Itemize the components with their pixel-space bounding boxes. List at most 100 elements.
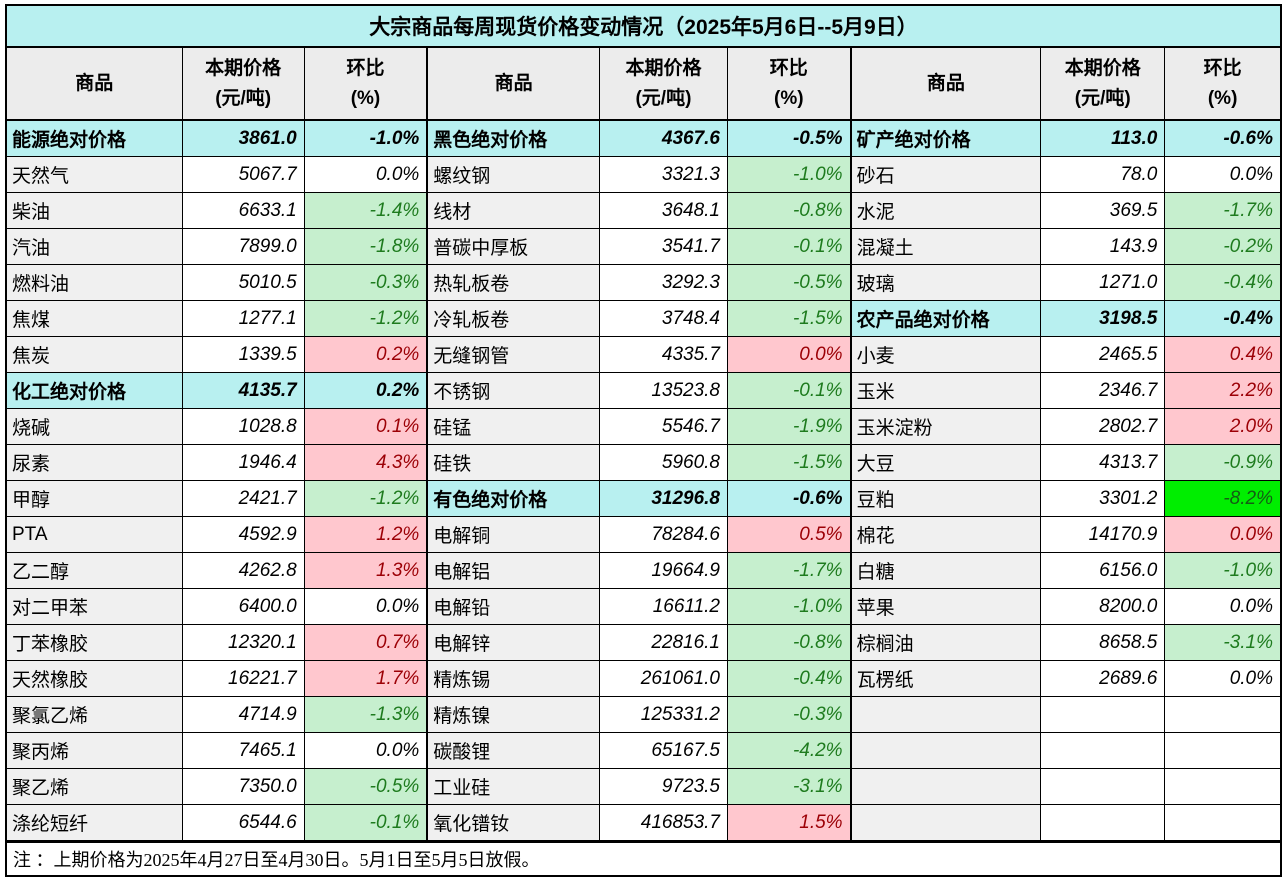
commodity-name-cell: 小麦 [849,336,1042,373]
commodity-name-cell [849,696,1042,733]
commodity-name-cell: 大豆 [849,444,1042,481]
col-header-change: 环比 (%) [1164,46,1282,121]
price-cell: 3321.3 [598,156,729,193]
commodity-name-cell: 精炼锡 [426,660,600,697]
change-cell: -8.2% [1164,480,1282,517]
commodity-name-cell: 普碳中厚板 [426,228,600,265]
commodity-name-cell: 矿产绝对价格 [849,119,1042,157]
change-cell: 0.0% [726,336,852,373]
commodity-name-cell: 螺纹钢 [426,156,600,193]
price-cell: 5960.8 [598,444,729,481]
price-cell: 6156.0 [1040,552,1166,589]
commodity-name-cell: 能源绝对价格 [5,119,183,157]
commodity-name-cell: 有色绝对价格 [426,480,600,517]
price-cell: 5067.7 [181,156,305,193]
commodity-name-cell: 玉米 [849,372,1042,409]
commodity-name-cell: 燃料油 [5,264,183,301]
change-cell: 0.0% [303,156,428,193]
price-cell: 19664.9 [598,552,729,589]
price-cell: 3861.0 [181,119,305,157]
change-cell: -0.2% [1164,228,1282,265]
commodity-name-cell: 涤纶短纤 [5,804,183,842]
price-cell: 3648.1 [598,192,729,229]
price-cell: 1339.5 [181,336,305,373]
change-cell: -0.5% [303,768,428,805]
price-cell: 78284.6 [598,516,729,553]
change-cell: -3.1% [1164,624,1282,661]
change-cell: 0.0% [1164,660,1282,697]
price-cell: 1028.8 [181,408,305,445]
commodity-name-cell: 甲醇 [5,480,183,517]
change-cell: -1.3% [303,696,428,733]
col-header-change: 环比 (%) [726,46,852,121]
price-cell: 2465.5 [1040,336,1166,373]
price-cell [1040,696,1166,733]
price-cell: 3292.3 [598,264,729,301]
col-header-price: 本期价格 (元/吨) [181,46,305,121]
price-cell: 7350.0 [181,768,305,805]
price-cell: 5010.5 [181,264,305,301]
change-cell: -0.6% [1164,119,1282,157]
price-cell: 7899.0 [181,228,305,265]
change-cell: -0.1% [726,228,852,265]
price-cell: 261061.0 [598,660,729,697]
change-cell: -0.4% [726,660,852,697]
commodity-name-cell: 苹果 [849,588,1042,625]
commodity-name-cell: 烧碱 [5,408,183,445]
commodity-name-cell: 混凝土 [849,228,1042,265]
commodity-name-cell [849,768,1042,805]
change-cell: -1.7% [1164,192,1282,229]
commodity-price-table: 大宗商品每周现货价格变动情况（2025年5月6日--5月9日） 商品 本期价格 (元… [5,4,1282,877]
col-header-commodity: 商品 [5,46,183,121]
change-cell: 0.0% [1164,516,1282,553]
change-cell: -1.4% [303,192,428,229]
price-cell [1040,768,1166,805]
commodity-name-cell: 聚乙烯 [5,768,183,805]
change-cell: -0.5% [726,264,852,301]
change-cell: -0.4% [1164,264,1282,301]
change-cell: 1.2% [303,516,428,553]
change-cell [1164,804,1282,842]
commodity-name-cell: 玻璃 [849,264,1042,301]
price-cell: 13523.8 [598,372,729,409]
change-cell: -1.0% [726,156,852,193]
col-header-price: 本期价格 (元/吨) [598,46,729,121]
commodity-name-cell: 豆粕 [849,480,1042,517]
col-header-price: 本期价格 (元/吨) [1040,46,1166,121]
commodity-name-cell: 砂石 [849,156,1042,193]
change-cell: -0.3% [726,696,852,733]
price-cell: 6544.6 [181,804,305,842]
price-cell: 125331.2 [598,696,729,733]
change-cell: -4.2% [726,732,852,769]
price-cell: 2802.7 [1040,408,1166,445]
price-cell: 416853.7 [598,804,729,842]
price-cell: 22816.1 [598,624,729,661]
commodity-name-cell: 无缝钢管 [426,336,600,373]
change-cell: -1.0% [1164,552,1282,589]
price-cell: 12320.1 [181,624,305,661]
col-header-commodity: 商品 [849,46,1042,121]
price-cell: 4135.7 [181,372,305,409]
price-cell: 8200.0 [1040,588,1166,625]
column-header-row: 商品 本期价格 (元/吨) 环比 (%) 商品 本期价格 (元/吨) 环比 (%) 商品 本期价格 (元… [5,46,1282,121]
price-cell: 4313.7 [1040,444,1166,481]
change-cell: -0.8% [726,624,852,661]
commodity-name-cell [849,804,1042,842]
change-cell: -1.5% [726,444,852,481]
change-cell: 2.2% [1164,372,1282,409]
price-cell: 2421.7 [181,480,305,517]
commodity-name-cell: 白糖 [849,552,1042,589]
change-cell: -1.2% [303,300,428,337]
change-cell: -1.0% [303,119,428,157]
price-cell: 4592.9 [181,516,305,553]
price-cell: 14170.9 [1040,516,1166,553]
footnote: 注 ：上期价格为2025年4月27日至4月30日。5月1日至5月5日放假。 [6,840,1281,876]
price-cell: 369.5 [1040,192,1166,229]
table-title: 大宗商品每周现货价格变动情况（2025年5月6日--5月9日） [6,5,1281,48]
commodity-name-cell: 对二甲苯 [5,588,183,625]
commodity-name-cell: 氧化镨钕 [426,804,600,842]
commodity-name-cell: 工业硅 [426,768,600,805]
change-cell: -1.8% [303,228,428,265]
commodity-name-cell: 冷轧板卷 [426,300,600,337]
